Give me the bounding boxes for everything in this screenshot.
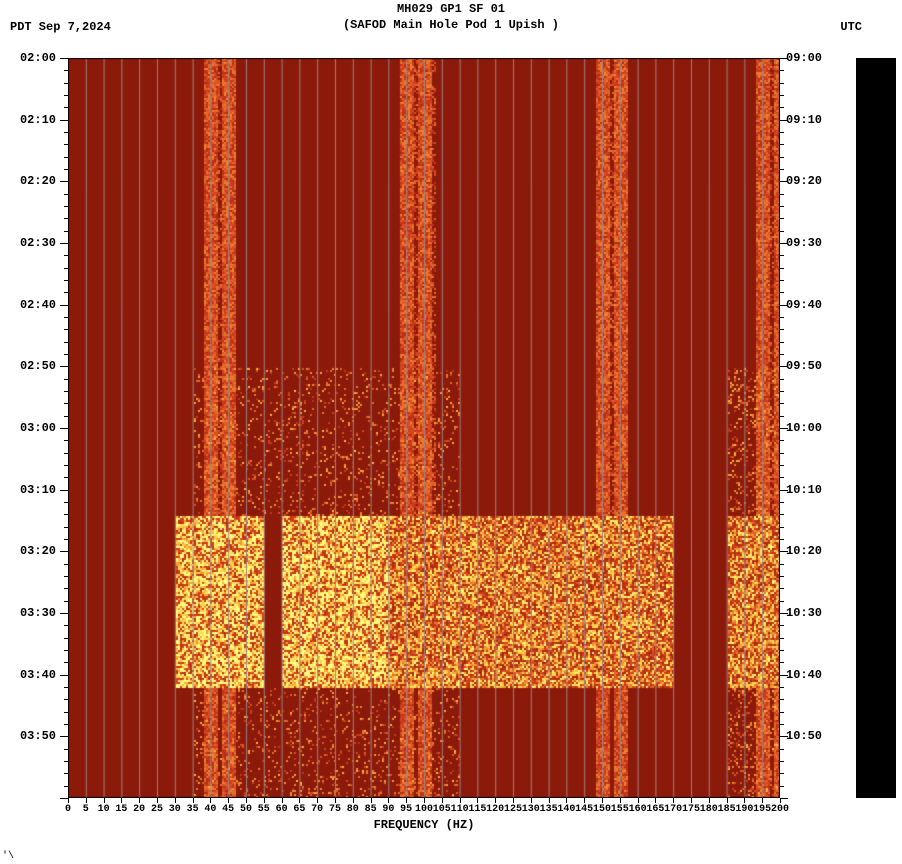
x-tick: 110 xyxy=(451,804,469,815)
date-left-label: PDT Sep 7,2024 xyxy=(10,20,111,34)
x-tick: 75 xyxy=(329,804,341,815)
y-right-tick: 10:20 xyxy=(786,544,822,558)
y-right-tick: 09:10 xyxy=(786,113,822,127)
x-tick: 190 xyxy=(735,804,753,815)
x-tick: 135 xyxy=(540,804,558,815)
x-tick: 175 xyxy=(682,804,700,815)
title-line2: (SAFOD Main Hole Pod 1 Upish ) xyxy=(0,18,902,34)
x-tick: 115 xyxy=(468,804,486,815)
y-left-tick: 02:30 xyxy=(20,236,56,250)
x-tick: 55 xyxy=(258,804,270,815)
colorbar xyxy=(856,58,896,798)
y-left-tick: 03:20 xyxy=(20,544,56,558)
x-tick: 125 xyxy=(504,804,522,815)
x-tick: 160 xyxy=(629,804,647,815)
footer-mark: '\ xyxy=(2,851,14,862)
y-left-tick: 03:50 xyxy=(20,729,56,743)
y-left-tick: 02:50 xyxy=(20,359,56,373)
x-tick: 180 xyxy=(700,804,718,815)
x-tick: 85 xyxy=(365,804,377,815)
x-tick: 195 xyxy=(753,804,771,815)
y-left-tick: 03:30 xyxy=(20,606,56,620)
y-left-tick: 03:10 xyxy=(20,483,56,497)
x-tick: 155 xyxy=(611,804,629,815)
x-tick: 130 xyxy=(522,804,540,815)
y-left-tick: 02:20 xyxy=(20,174,56,188)
y-right-tick: 09:50 xyxy=(786,359,822,373)
y-right-tick: 10:10 xyxy=(786,483,822,497)
x-tick: 120 xyxy=(486,804,504,815)
x-tick: 10 xyxy=(98,804,110,815)
x-tick: 165 xyxy=(646,804,664,815)
title-line1: MH029 GP1 SF 01 xyxy=(0,2,902,18)
x-tick: 0 xyxy=(65,804,71,815)
y-axis-right: 09:0009:1009:2009:3009:4009:5010:0010:10… xyxy=(780,58,840,798)
x-tick: 185 xyxy=(718,804,736,815)
x-tick: 30 xyxy=(169,804,181,815)
x-tick: 200 xyxy=(771,804,789,815)
x-axis-label: FREQUENCY (HZ) xyxy=(68,818,780,832)
y-left-tick: 02:10 xyxy=(20,113,56,127)
x-tick: 65 xyxy=(293,804,305,815)
utc-right-label: UTC xyxy=(840,20,862,34)
y-right-tick: 10:30 xyxy=(786,606,822,620)
y-right-tick: 09:20 xyxy=(786,174,822,188)
y-left-tick: 02:00 xyxy=(20,51,56,65)
y-right-tick: 10:50 xyxy=(786,729,822,743)
y-right-tick: 09:30 xyxy=(786,236,822,250)
y-left-tick: 03:00 xyxy=(20,421,56,435)
y-left-tick: 02:40 xyxy=(20,298,56,312)
x-tick: 100 xyxy=(415,804,433,815)
y-right-tick: 10:00 xyxy=(786,421,822,435)
x-tick: 25 xyxy=(151,804,163,815)
x-tick: 15 xyxy=(115,804,127,815)
x-tick: 105 xyxy=(433,804,451,815)
x-tick: 5 xyxy=(83,804,89,815)
y-right-tick: 09:00 xyxy=(786,51,822,65)
x-tick: 95 xyxy=(400,804,412,815)
x-tick: 145 xyxy=(575,804,593,815)
spectrogram-canvas xyxy=(68,58,780,798)
x-tick: 170 xyxy=(664,804,682,815)
x-tick: 60 xyxy=(276,804,288,815)
x-tick: 40 xyxy=(204,804,216,815)
y-axis-left: 02:0002:1002:2002:3002:4002:5003:0003:10… xyxy=(0,58,68,798)
spectrogram-plot xyxy=(68,58,780,798)
x-tick: 140 xyxy=(557,804,575,815)
x-tick: 150 xyxy=(593,804,611,815)
x-tick: 90 xyxy=(382,804,394,815)
y-left-tick: 03:40 xyxy=(20,668,56,682)
y-right-tick: 09:40 xyxy=(786,298,822,312)
x-tick: 50 xyxy=(240,804,252,815)
x-tick: 45 xyxy=(222,804,234,815)
y-right-tick: 10:40 xyxy=(786,668,822,682)
x-tick: 20 xyxy=(133,804,145,815)
x-tick: 80 xyxy=(347,804,359,815)
x-tick: 70 xyxy=(311,804,323,815)
x-tick: 35 xyxy=(187,804,199,815)
